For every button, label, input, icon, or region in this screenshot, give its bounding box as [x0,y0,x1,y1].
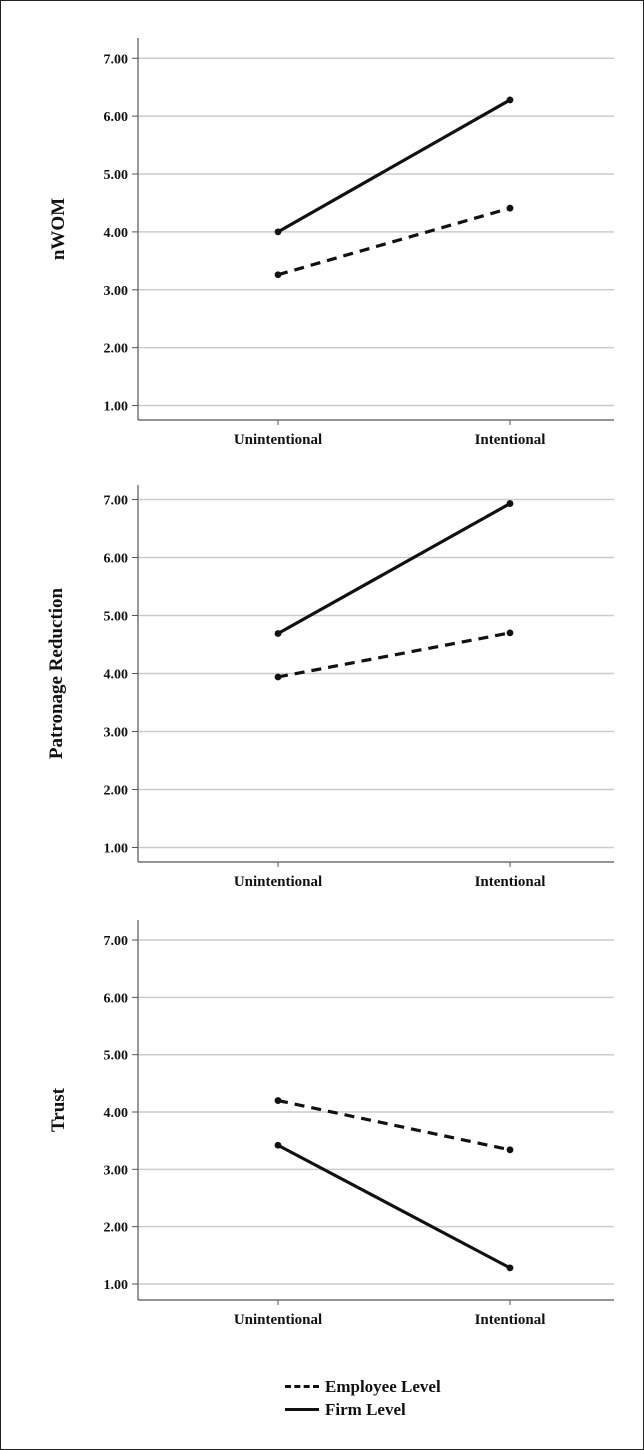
series-line-firm-level [277,502,511,635]
y-tick-label: 6.00 [104,991,129,1006]
y-tick-label: 5.00 [104,168,129,183]
data-point-employee-level [274,1097,282,1104]
series-line-employee-level [277,206,511,277]
y-axis-label: nWOM [48,198,69,260]
data-point-employee-level [274,673,282,681]
data-point-employee-level [506,1146,514,1154]
legend-swatch-employee [285,1385,319,1388]
y-tick-label: 4.00 [104,226,129,241]
y-tick-label: 7.00 [104,52,129,67]
series-line-employee-level [277,631,511,679]
y-tick-label: 4.00 [104,1106,129,1121]
data-point-firm-level [506,96,514,104]
y-tick-label: 5.00 [104,610,129,625]
figure-svg: 1.00 2.00 3.00 4.00 5.00 6.00 7.00 Unintentiona… [46,38,614,1328]
chart-panel-2: 1.00 2.00 3.00 4.00 5.00 6.00 7.00 Unintentiona… [46,485,614,890]
legend-label-employee: Employee Level [325,1376,441,1396]
data-point-employee-level [506,204,514,212]
y-tick-label: 3.00 [104,284,129,299]
data-point-firm-level [506,500,514,507]
data-point-firm-level [274,630,282,637]
legend: Employee Level Firm Level [285,1375,441,1421]
chart-panel-1: 1.00 2.00 3.00 4.00 5.00 6.00 7.00 Unintentiona… [48,38,614,448]
y-tick-label: 6.00 [104,110,129,125]
x-tick-label: Unintentional [234,874,322,890]
x-tick-label: Intentional [475,1312,546,1328]
series-line-firm-level [277,98,511,234]
y-axis-label: Trust [48,1087,69,1132]
data-point-firm-level [274,1141,282,1149]
data-point-employee-level [274,271,282,279]
y-tick-label: 2.00 [104,784,129,799]
series-line-firm-level [277,1143,511,1270]
legend-swatch-firm [285,1408,319,1411]
series-line-employee-level [277,1098,511,1152]
y-tick-label: 4.00 [104,668,129,683]
data-point-firm-level [506,1264,514,1272]
y-tick-label: 1.00 [104,842,129,857]
chart-panel-3: 1.00 2.00 3.00 4.00 5.00 6.00 7.00 Unintentiona… [48,920,614,1328]
y-tick-label: 3.00 [104,726,129,741]
legend-label-firm: Firm Level [325,1399,406,1419]
y-tick-label: 7.00 [104,494,129,509]
x-tick-label: Intentional [475,874,546,890]
y-tick-label: 2.00 [104,1221,129,1236]
y-axis-label: Patronage Reduction [46,587,67,759]
y-tick-label: 3.00 [104,1163,129,1178]
x-tick-label: Intentional [475,432,546,448]
data-point-employee-level [506,629,514,637]
y-tick-label: 1.00 [104,1278,129,1293]
legend-item-firm: Firm Level [285,1398,441,1421]
data-point-firm-level [274,228,282,236]
y-tick-label: 6.00 [104,552,129,567]
x-tick-label: Unintentional [234,432,322,448]
y-tick-label: 2.00 [104,342,129,357]
y-tick-label: 5.00 [104,1049,129,1064]
legend-item-employee: Employee Level [285,1375,441,1398]
y-tick-label: 1.00 [104,400,129,415]
x-tick-label: Unintentional [234,1312,322,1328]
y-tick-label: 7.00 [104,934,129,949]
